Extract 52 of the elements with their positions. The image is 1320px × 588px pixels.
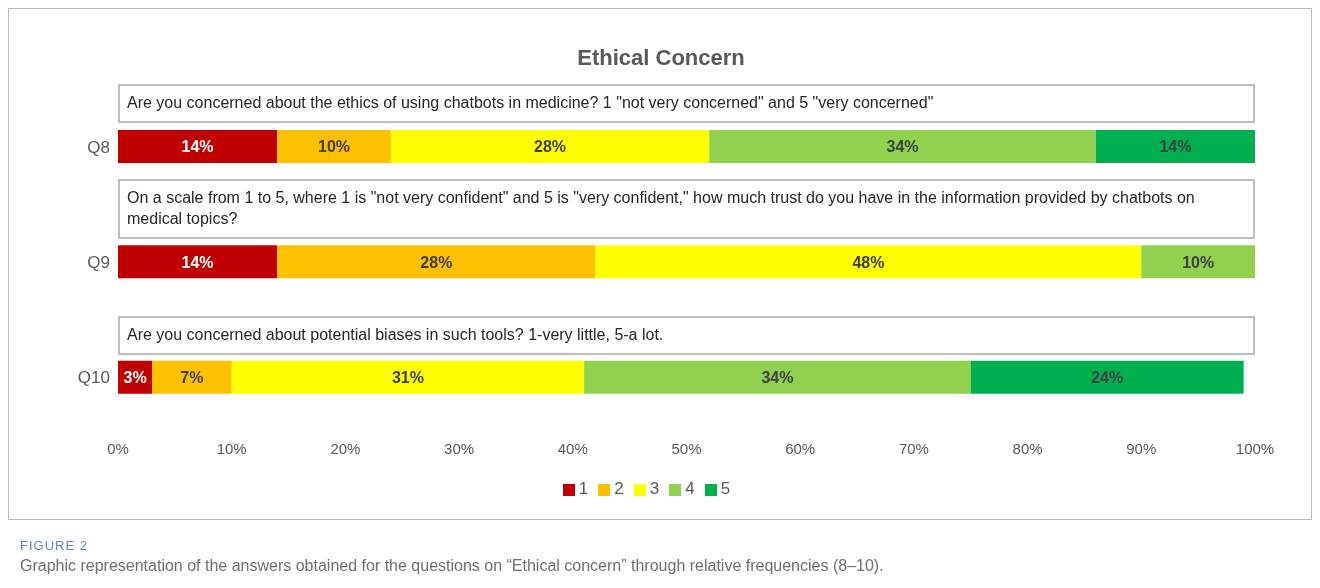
caption: FIGURE 2 (20, 538, 89, 553)
bar (152, 360, 232, 394)
bar (118, 130, 278, 163)
data-label: 34% (886, 138, 919, 156)
x-tick-label: 50% (671, 439, 702, 457)
x-tick-label: 20% (330, 439, 361, 457)
data-label: 10% (318, 138, 351, 156)
data-label: 31% (391, 368, 424, 386)
bar (231, 360, 585, 394)
annotation: Are you concerned about the ethics of using chatbots in medicine? 1 "not very concerned" and 5 "very concerned" (127, 93, 934, 111)
bar (595, 245, 1142, 279)
legend-label: 1 (578, 479, 589, 498)
data-label: 28% (534, 138, 567, 156)
bar (970, 360, 1244, 394)
x-tick-label: 40% (557, 439, 588, 457)
legend-label: 3 (649, 479, 660, 498)
x-tick-label: 10% (216, 439, 247, 457)
data-label: 14% (181, 253, 214, 271)
data-label: 3% (123, 368, 147, 386)
legend-label: 4 (685, 479, 695, 498)
data-label: 34% (761, 368, 794, 386)
x-tick-label: 80% (1012, 439, 1043, 457)
x-tick-label: 70% (898, 439, 929, 457)
data-label: 48% (852, 253, 885, 271)
data-label: 28% (420, 253, 453, 271)
data-label: 14% (181, 138, 214, 156)
bar (709, 130, 1096, 163)
x-tick-label: 0% (107, 439, 129, 457)
x-tick-label: 60% (785, 439, 816, 457)
bar (584, 360, 971, 394)
text: Graphic representation of the answers obtained for the questions on “Ethical concern” through relative frequencies (8–10). (20, 557, 885, 575)
y-tick-label: Q8 (87, 137, 110, 157)
legend-label: 5 (720, 479, 731, 498)
legend-label: 2 (614, 479, 624, 498)
bar (118, 245, 278, 279)
x-tick-label: 90% (1126, 439, 1157, 457)
y-tick-label: Q9 (87, 253, 110, 273)
bar (390, 130, 710, 163)
data-label: 10% (1182, 253, 1215, 271)
data-label: 7% (180, 368, 204, 386)
data-label: 14% (1159, 138, 1192, 156)
bar (1095, 130, 1255, 163)
bar (277, 245, 596, 279)
y-tick-label: Q10 (77, 368, 110, 388)
bar (1141, 245, 1255, 279)
data-label: 24% (1091, 368, 1124, 386)
bar (277, 130, 391, 163)
x-tick-label: 30% (444, 439, 475, 457)
x-tick-label: 100% (1235, 439, 1275, 457)
annotation: Are you concerned about potential biases in such tools? 1-very little, 5-a lot. (127, 325, 664, 343)
annotation: On a scale from 1 to 5, where 1 is "not very confident" and 5 is "very confident," how much trust do you have in the information provided by chatbots on medical topics? (127, 188, 1195, 227)
chart-title: Ethical Concern (576, 45, 746, 71)
